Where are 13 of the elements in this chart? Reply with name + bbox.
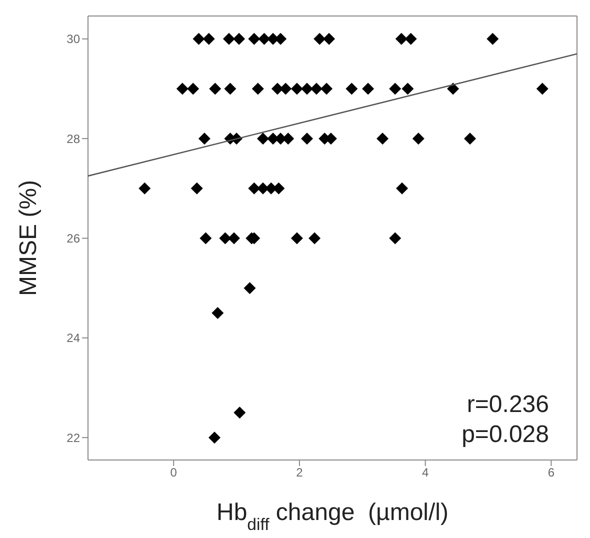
y-tick-label: 22 [66,430,80,445]
x-tick-label: 4 [422,466,429,480]
y-tick-label: 24 [66,331,80,346]
y-axis-title: MMSE (%) [15,180,42,296]
x-tick-label: 2 [296,466,304,480]
x-tick-label: 0 [170,466,178,480]
x-axis-title: Hb$_{diff}$ change (µmol/l) [216,499,449,534]
annotation: p=0.028 [462,420,549,450]
y-tick-label: 30 [66,32,80,46]
x-tick-label: 6 [548,466,555,480]
y-tick-label: 28 [66,132,80,146]
annotation: r=0.236 [466,390,549,420]
y-tick-label: 26 [66,232,80,246]
